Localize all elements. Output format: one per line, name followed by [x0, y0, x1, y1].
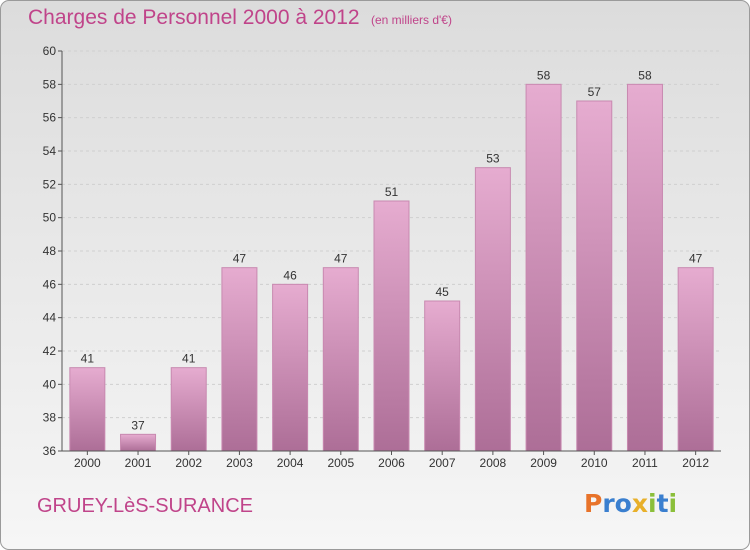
logo-letter: i	[668, 489, 678, 518]
logo-letter: t	[656, 489, 669, 518]
chart-title: Charges de Personnel 2000 à 2012	[28, 6, 360, 29]
logo-letter: r	[602, 489, 615, 518]
bar	[525, 83, 562, 452]
bar-value-label: 53	[486, 152, 500, 166]
proxiti-logo: Proxiti	[584, 489, 677, 518]
x-tick-label: 2010	[581, 456, 608, 470]
x-tick-label: 2004	[277, 456, 304, 470]
y-tick-label: 52	[43, 177, 57, 191]
bar-value-label: 46	[283, 268, 297, 282]
axes: 36 38 40 42 44 46 48 50 52 54 56 58 60 2000 2001 2002 20…	[43, 44, 721, 470]
bar-value-label: 45	[436, 285, 450, 299]
y-tick-label: 36	[43, 444, 57, 458]
bar	[576, 100, 613, 452]
bar	[677, 267, 714, 452]
y-tick-label: 56	[43, 111, 57, 125]
y-tick-label: 38	[43, 411, 57, 425]
logo-letter: P	[584, 489, 603, 518]
y-tick-label: 46	[43, 277, 57, 291]
x-tick-label: 2009	[530, 456, 557, 470]
y-tick-label: 42	[43, 344, 57, 358]
bar	[120, 433, 157, 452]
y-tick-label: 40	[43, 377, 57, 391]
bar	[69, 367, 106, 452]
bar-value-label: 37	[131, 418, 145, 432]
x-tick-label: 2001	[125, 456, 152, 470]
x-tick-label: 2000	[74, 456, 101, 470]
bar	[474, 167, 511, 452]
bars	[69, 83, 714, 452]
bar	[373, 200, 410, 452]
bar-value-label: 58	[537, 68, 551, 82]
y-tick-label: 54	[43, 144, 57, 158]
logo-letter: o	[614, 489, 632, 518]
y-tick-label: 44	[43, 311, 57, 325]
y-tick-label: 50	[43, 211, 57, 225]
logo-letter: x	[631, 489, 648, 518]
logo-letter: i	[648, 489, 657, 518]
bar	[272, 283, 309, 452]
bar-value-label: 47	[334, 252, 348, 266]
town-name: GRUEY-LèS-SURANCE	[37, 495, 253, 517]
x-tick-label: 2008	[480, 456, 507, 470]
bar-value-label: 58	[638, 68, 652, 82]
y-tick-label: 48	[43, 244, 57, 258]
chart-unit-note: (en milliers d'€)	[371, 13, 452, 27]
data-labels: 41 37 41 47 46 47 51 45 53 58 57 58 47	[81, 68, 703, 432]
bar	[626, 83, 663, 452]
bar-value-label: 57	[588, 85, 602, 99]
x-tick-label: 2002	[175, 456, 202, 470]
x-tick-label: 2011	[632, 456, 658, 470]
x-tick-label: 2006	[378, 456, 405, 470]
bar-value-label: 51	[385, 185, 399, 199]
bar	[424, 300, 461, 452]
bar	[221, 267, 258, 452]
bar-value-label: 47	[233, 252, 247, 266]
bar	[170, 367, 207, 452]
bar-value-label: 47	[689, 252, 703, 266]
y-tick-label: 60	[43, 44, 57, 58]
bar-value-label: 41	[182, 352, 196, 366]
x-tick-label: 2007	[429, 456, 456, 470]
x-tick-label: 2012	[682, 456, 709, 470]
x-tick-label: 2003	[226, 456, 253, 470]
x-tick-label: 2005	[327, 456, 354, 470]
bar	[322, 267, 359, 452]
y-tick-label: 58	[43, 77, 57, 91]
bar-value-label: 41	[81, 352, 95, 366]
